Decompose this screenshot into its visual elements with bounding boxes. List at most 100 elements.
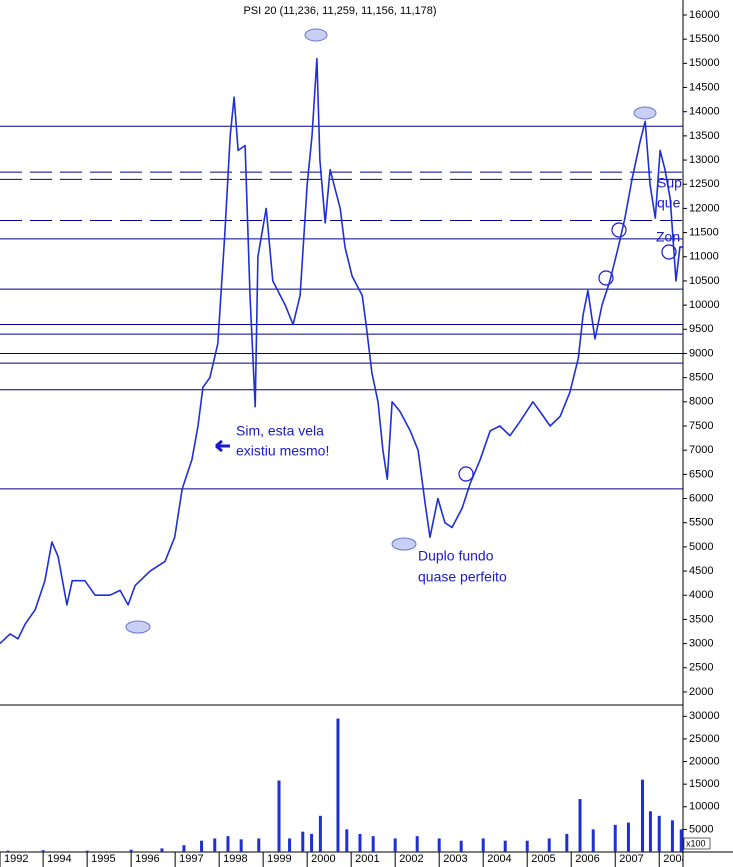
y-tick-label: 9000 — [689, 347, 713, 359]
y-tick-label: 11500 — [689, 226, 719, 238]
y-tick-label: 7000 — [689, 444, 713, 456]
x-tick-label: 2003 — [443, 853, 467, 865]
y-tick-label: 16000 — [689, 9, 720, 21]
y-tick-label: 2000 — [689, 686, 713, 698]
y-tick-label: 4000 — [689, 589, 713, 601]
volume-bar — [41, 850, 45, 852]
y-tick-label: 7500 — [689, 420, 713, 432]
volume-bar — [547, 838, 551, 852]
volume-bar — [226, 836, 230, 852]
x-tick-label: 2005 — [531, 853, 555, 865]
volume-bar — [591, 829, 595, 852]
y-tick-label: 5500 — [689, 517, 713, 529]
y-tick-label: 14500 — [689, 81, 720, 93]
y-tick-label: 5000 — [689, 823, 713, 835]
volume-bar — [129, 849, 133, 852]
y-tick-label: 30000 — [689, 710, 720, 722]
y-tick-label: 10500 — [689, 275, 720, 287]
x-tick-label: 2006 — [575, 853, 599, 865]
volume-bar — [459, 840, 463, 852]
x-tick-label: 2007 — [619, 853, 643, 865]
volume-bar — [641, 779, 645, 852]
volume-bar — [345, 829, 349, 852]
annotation: Zon — [656, 229, 680, 245]
annotation: que — [657, 195, 681, 211]
annotation: existiu mesmo! — [236, 443, 329, 459]
volume-bar — [318, 815, 322, 852]
volume-bar — [626, 822, 630, 852]
y-tick-label: 12000 — [689, 202, 720, 214]
annotation-arrow — [215, 439, 230, 453]
volume-bar — [85, 850, 89, 852]
unit-label: x100 — [686, 838, 706, 848]
y-tick-label: 8500 — [689, 372, 713, 384]
y-tick-label: 11000 — [689, 251, 719, 263]
x-tick-label: 1995 — [91, 853, 115, 865]
volume-bar — [239, 839, 243, 852]
y-tick-label: 10000 — [689, 801, 720, 813]
x-tick-label: 2000 — [311, 853, 335, 865]
volume-bar — [310, 833, 314, 852]
x-tick-label: 2001 — [355, 853, 379, 865]
volume-bar — [358, 833, 362, 852]
x-tick-label: 1997 — [179, 853, 203, 865]
volume-bar — [525, 840, 529, 852]
volume-bar — [481, 838, 485, 852]
volume-bar — [503, 840, 507, 852]
plot-area — [0, 57, 683, 645]
x-tick-label: 1998 — [223, 853, 247, 865]
volume-bar — [679, 829, 683, 852]
y-tick-label: 2500 — [689, 662, 713, 674]
volume-bar — [6, 850, 10, 852]
y-tick-label: 6500 — [689, 468, 713, 480]
chart-title: PSI 20 (11,236, 11,259, 11,156, 11,178) — [243, 5, 436, 17]
y-tick-label: 3500 — [689, 613, 713, 625]
y-tick-label: 3000 — [689, 637, 713, 649]
y-tick-label: 8000 — [689, 396, 713, 408]
y-tick-label: 13500 — [689, 130, 720, 142]
volume-bar — [657, 815, 661, 852]
x-tick-label: 1996 — [135, 853, 159, 865]
smiley-icons — [458, 222, 677, 482]
volume-bar — [160, 848, 164, 852]
volume-bar — [578, 799, 582, 852]
annotation: Duplo fundo — [418, 548, 494, 564]
volume-bar — [670, 820, 674, 852]
volume-bar — [200, 840, 204, 852]
x-tick-label: 1999 — [267, 853, 291, 865]
volume-bar — [277, 780, 281, 852]
volume-bar — [437, 838, 441, 852]
y-tick-label: 13000 — [689, 154, 720, 166]
volume-bar — [257, 838, 261, 852]
y-tick-label: 20000 — [689, 755, 720, 767]
annotation: quase perfeito — [418, 569, 507, 585]
volume-bar — [415, 836, 419, 852]
x-tick-label: 2002 — [399, 853, 423, 865]
volume-bar — [288, 838, 292, 852]
y-tick-label: 15000 — [689, 778, 720, 790]
y-tick-label: 9500 — [689, 323, 713, 335]
y-tick-label: 15000 — [689, 57, 720, 69]
volume-bar — [182, 845, 186, 852]
volume-bar — [213, 838, 217, 852]
y-tick-label: 14000 — [689, 106, 720, 118]
volume-bar — [371, 836, 375, 852]
volume-bar — [565, 833, 569, 852]
y-tick-label: 4500 — [689, 565, 713, 577]
unit-box — [683, 837, 711, 850]
x-tick-label: 2008 — [663, 853, 687, 865]
y-tick-label: 25000 — [689, 733, 720, 745]
x-tick-label: 1992 — [4, 853, 28, 865]
volume-bar — [301, 831, 305, 852]
volume-bar — [613, 824, 617, 852]
y-tick-label: 6000 — [689, 492, 713, 504]
volume-bar — [393, 838, 397, 852]
y-tick-label: 12500 — [689, 178, 720, 190]
price-line — [0, 57, 683, 645]
annotation: Sim, esta vela — [236, 423, 324, 439]
y-tick-label: 5000 — [689, 541, 713, 553]
bull-bear-icons — [125, 28, 657, 634]
annotation: Sup — [657, 175, 682, 191]
